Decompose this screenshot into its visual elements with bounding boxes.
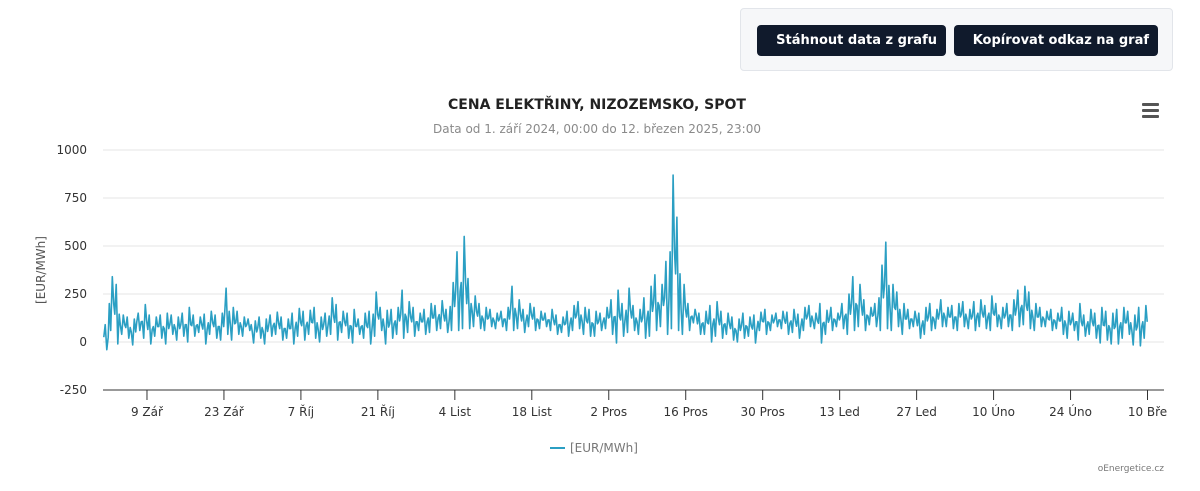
copy-link-button[interactable]: Kopírovat odkaz na graf: [954, 25, 1158, 56]
x-tick-label: 24 Úno: [1049, 404, 1092, 419]
x-tick-label: 9 Zář: [131, 405, 164, 419]
chart-subtitle: Data od 1. září 2024, 00:00 do 12. březe…: [433, 122, 761, 136]
legend-label[interactable]: [EUR/MWh]: [570, 441, 638, 455]
x-tick-label: 4 List: [439, 405, 472, 419]
y-tick-label: 1000: [56, 143, 87, 157]
x-tick-label: 10 Bře: [1128, 405, 1167, 419]
download-data-button[interactable]: Stáhnout data z grafu: [757, 25, 946, 56]
x-tick-label: 13 Led: [819, 405, 860, 419]
x-tick-label: 18 List: [512, 405, 552, 419]
y-tick-label: -250: [60, 383, 87, 397]
grid-lines: [103, 149, 1164, 343]
x-tick-label: 7 Říj: [288, 404, 314, 419]
y-axis-ticks: -250 0 250 500 750 1000: [56, 143, 87, 397]
legend[interactable]: [EUR/MWh]: [550, 441, 638, 455]
y-tick-label: 500: [64, 239, 87, 253]
x-tick-label: 23 Zář: [204, 405, 245, 419]
x-tick-label: 27 Led: [896, 405, 937, 419]
watermark: oEnergetice.cz: [1098, 464, 1165, 474]
chart-title: CENA ELEKTŘINY, NIZOZEMSKO, SPOT: [448, 96, 746, 113]
x-tick-label: 16 Pros: [664, 405, 708, 419]
x-axis-ticks: 9 Zář 23 Zář 7 Říj 21 Říj 4 List 18 List 2 Pro…: [131, 390, 1167, 419]
series-line: [103, 174, 1148, 351]
y-tick-label: 750: [64, 191, 87, 205]
x-tick-label: 21 Říj: [361, 404, 395, 419]
chart-menu-icon[interactable]: [1142, 103, 1159, 119]
y-tick-label: 0: [79, 335, 87, 349]
toolbar-panel: Stáhnout data z grafu Kopírovat odkaz na…: [740, 8, 1173, 71]
x-tick-label: 10 Úno: [972, 404, 1015, 419]
x-tick-label: 30 Pros: [741, 405, 785, 419]
x-tick-label: 2 Pros: [590, 405, 627, 419]
y-axis-title: [EUR/MWh]: [34, 236, 48, 304]
series-layer: [103, 174, 1148, 351]
y-tick-label: 250: [64, 287, 87, 301]
